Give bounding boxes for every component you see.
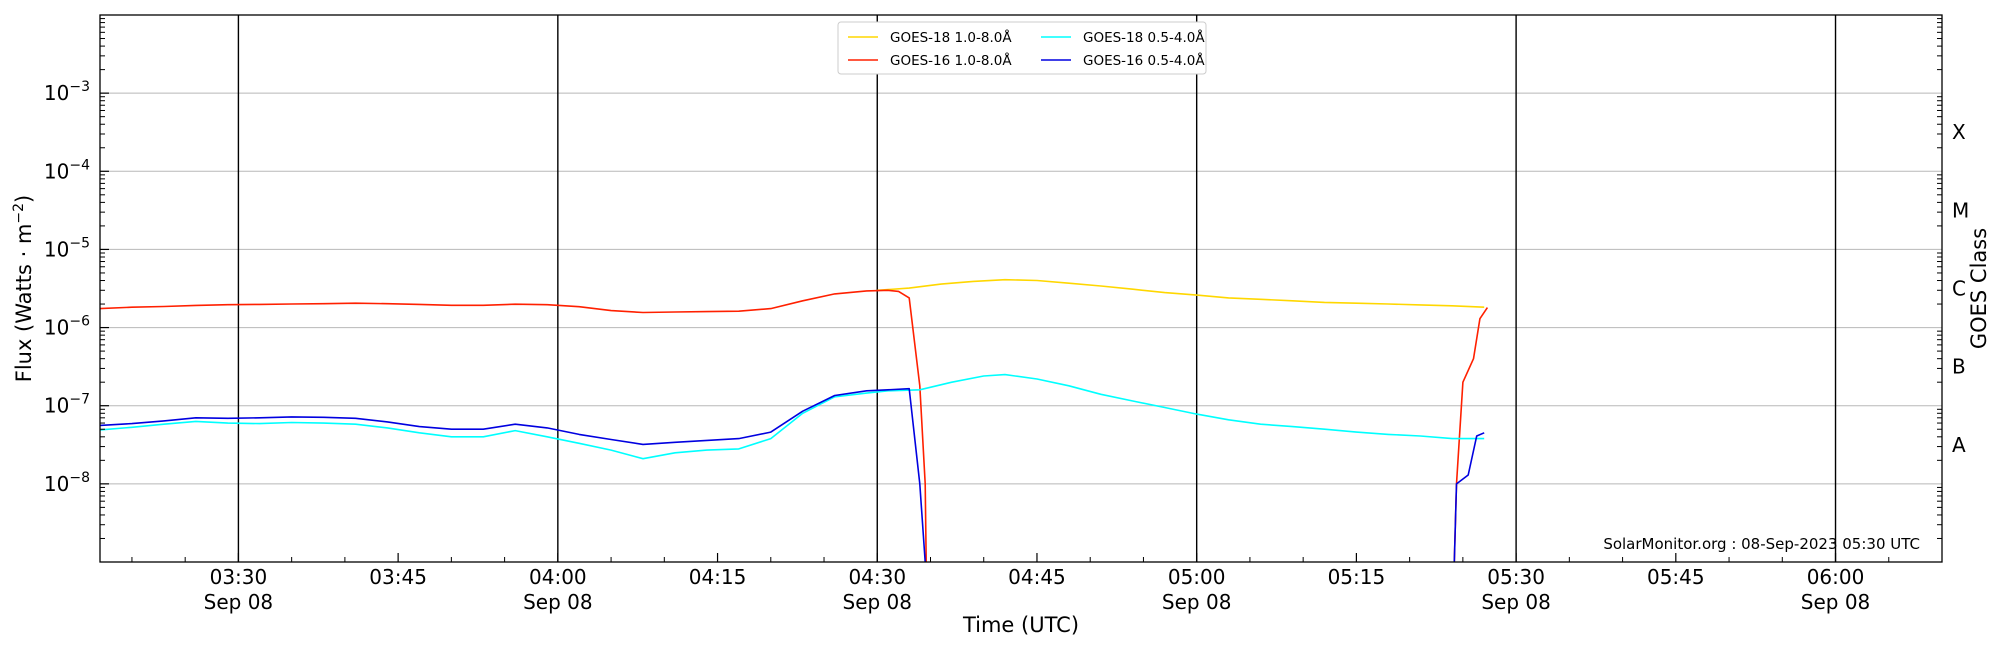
credit-text: SolarMonitor.org : 08-Sep-2023 05:30 UTC <box>1603 535 1920 553</box>
y-axis-title-close: ) <box>12 195 36 203</box>
legend-entry-label: GOES-16 0.5-4.0Å <box>1083 52 1205 69</box>
goes-class-label: A <box>1952 433 1966 457</box>
x-tick-label: 04:00 <box>529 565 587 589</box>
legend-entry-label: GOES-18 0.5-4.0Å <box>1083 29 1205 46</box>
x-tick-date-label: Sep 08 <box>1481 590 1551 614</box>
y-axis-title-exponent: −2 <box>11 203 27 224</box>
y-tick-label: 10−7 <box>44 392 90 418</box>
x-tick-date-label: Sep 08 <box>1801 590 1871 614</box>
y-tick-label: 10−3 <box>44 79 90 105</box>
series-line <box>99 289 927 563</box>
y-tick-label: 10−4 <box>44 157 90 183</box>
x-tick-label: 06:00 <box>1807 565 1865 589</box>
grid <box>100 15 1942 562</box>
x-tick-date-label: Sep 08 <box>204 590 274 614</box>
x-tick-label: 04:30 <box>848 565 906 589</box>
x-tick-date-label: Sep 08 <box>1162 590 1232 614</box>
x-tick-label: 03:45 <box>369 565 427 589</box>
goes-class-label: X <box>1952 120 1966 144</box>
y-tick-label: 10−5 <box>44 235 90 261</box>
series-line <box>99 387 926 563</box>
goes-class-label: M <box>1952 198 1969 222</box>
x-tick-label: 05:00 <box>1168 565 1226 589</box>
x-tick-label: 04:45 <box>1008 565 1066 589</box>
x-tick-label: 05:30 <box>1487 565 1545 589</box>
x-tick-label: 05:15 <box>1328 565 1386 589</box>
series-lines <box>99 278 1489 563</box>
x-tick-date-label: Sep 08 <box>523 590 593 614</box>
goes-class-label: B <box>1952 355 1966 379</box>
goes-class-label: C <box>1952 277 1966 301</box>
series-line <box>1453 432 1485 563</box>
y-axis-title: Flux (Watts · m−2) <box>11 195 36 383</box>
series-line <box>877 278 1485 308</box>
ticks <box>100 18 1943 562</box>
legend-box <box>837 21 1207 75</box>
x-tick-date-label: Sep 08 <box>843 590 913 614</box>
goes-class-axis-title: GOES Class <box>1967 228 1991 349</box>
y-tick-label: 10−8 <box>44 470 90 496</box>
legend: GOES-18 1.0-8.0Å GOES-16 1.0-8.0Å GOES-18 … <box>837 21 1207 75</box>
legend-entry-label: GOES-16 1.0-8.0Å <box>890 52 1012 69</box>
x-tick-label: 04:15 <box>689 565 747 589</box>
y-tick-label: 10−6 <box>44 314 90 340</box>
plot-frame <box>99 14 1943 563</box>
series-line <box>99 373 1485 460</box>
x-tick-label: 05:45 <box>1647 565 1705 589</box>
y-axis-title-main: Flux (Watts · m <box>12 224 36 383</box>
legend-entry-label: GOES-18 1.0-8.0Å <box>890 29 1012 46</box>
x-axis-title: Time (UTC) <box>962 613 1079 637</box>
x-tick-label: 03:30 <box>210 565 268 589</box>
